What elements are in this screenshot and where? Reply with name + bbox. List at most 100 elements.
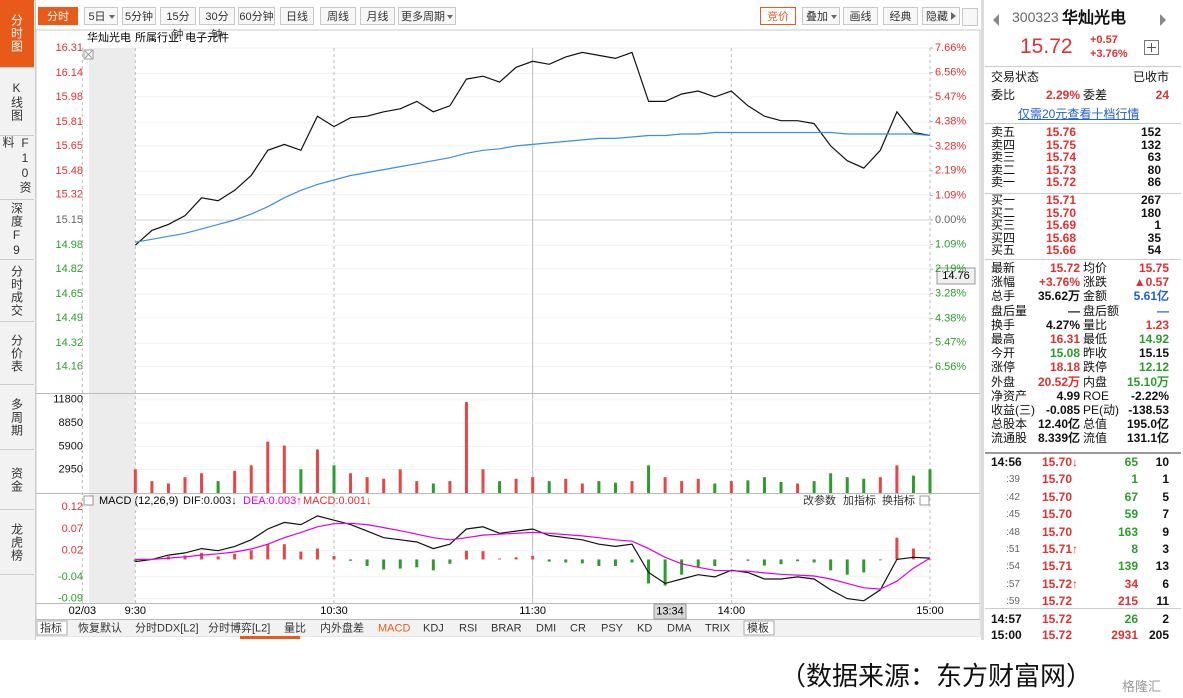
trade-price: 15.72: [1042, 628, 1073, 642]
trade-price: 15.70: [1042, 472, 1073, 487]
bottom-tab[interactable]: 量比: [284, 621, 306, 634]
bottom-tab[interactable]: 恢复默认: [78, 620, 122, 634]
bar: [415, 559, 419, 568]
indicator-button[interactable]: 改参数: [803, 493, 836, 507]
toolbar-button[interactable]: 60分钟: [238, 7, 275, 25]
bottom-tab[interactable]: KDJ: [423, 622, 444, 634]
trade-count: 2: [1162, 612, 1169, 626]
toolbar-button[interactable]: 15分钟: [160, 7, 196, 41]
stat-value: 20.52万: [1037, 374, 1080, 389]
sidebar-tab[interactable]: F10资料: [0, 136, 34, 200]
bottom-tab[interactable]: 分时DDX[L2]: [135, 621, 199, 634]
bottom-tab[interactable]: MACD: [378, 622, 410, 634]
bar: [133, 469, 137, 493]
bottom-tab[interactable]: PSY: [601, 622, 624, 634]
sidebar-tab[interactable]: 分价表: [0, 322, 34, 385]
toolbar-button[interactable]: 叠加: [802, 7, 840, 25]
trade-time: :57: [1006, 578, 1020, 590]
bottom-tab[interactable]: KD: [637, 622, 652, 634]
y-tick-label: 14.98: [55, 239, 83, 251]
bar: [282, 445, 286, 493]
stat-value: 195.0亿: [1126, 417, 1169, 432]
toolbar-button[interactable]: 月线: [360, 7, 395, 25]
bottom-tab[interactable]: 模板: [747, 620, 769, 634]
bottom-tab[interactable]: RSI: [459, 622, 477, 634]
bottom-tab[interactable]: DMI: [536, 622, 556, 634]
indicator-button[interactable]: 加指标: [843, 493, 876, 507]
book-volume: 86: [1147, 175, 1161, 189]
bar: [183, 555, 187, 560]
toolbar-button[interactable]: 竞价: [760, 7, 796, 25]
toolbar-button[interactable]: 画线: [843, 7, 878, 25]
toolbar-button[interactable]: 30分钟: [199, 7, 235, 41]
sidebar-tab[interactable]: 多周期: [0, 385, 34, 450]
bottom-tab[interactable]: BRAR: [491, 622, 522, 634]
toolbar-button[interactable]: 周线: [320, 7, 356, 25]
prev-stock[interactable]: [993, 14, 999, 26]
next-stock[interactable]: [1160, 14, 1166, 26]
bottom-tab[interactable]: 内外盘差: [320, 620, 364, 634]
toolbar-button[interactable]: 经典: [883, 7, 918, 25]
book-price: 15.71: [1046, 193, 1077, 207]
toolbar-button[interactable]: 日线: [280, 7, 314, 25]
toolbar-button[interactable]: 更多周期: [398, 7, 456, 25]
stat-value: 5.61亿: [1133, 289, 1169, 304]
book-label: 卖一: [991, 175, 1016, 189]
stat-label: PE(动): [1083, 403, 1120, 417]
add-watch[interactable]: [1144, 40, 1159, 55]
y2-tick-label: 5.47%: [935, 91, 966, 103]
toolbar-button[interactable]: 隐藏: [922, 7, 960, 25]
toolbar-button[interactable]: 5分钟: [122, 7, 156, 25]
indicator-button[interactable]: 换指标: [882, 493, 915, 507]
bar: [315, 449, 319, 493]
x-tick-label: 14:00: [718, 605, 746, 617]
bottom-tab[interactable]: TRIX: [705, 622, 731, 634]
macd-close[interactable]: [919, 495, 930, 506]
y2-tick-label: 0.00%: [935, 214, 966, 226]
stat-label: 盘后量: [991, 303, 1028, 318]
book-label: 卖四: [991, 137, 1016, 152]
dropdown-arrow: [447, 15, 453, 19]
bar: [729, 481, 733, 493]
book-price: 15.72: [1046, 175, 1077, 189]
y-tick-label: 15.48: [55, 165, 83, 177]
diff-label: 委差: [1083, 88, 1108, 102]
chart-area: 华灿光电 所属行业: 电子元件 MACD (12,26,9) 16.31 16.1…: [35, 29, 981, 639]
bar: [481, 469, 485, 493]
stat-label: 昨收: [1083, 346, 1108, 361]
trade-volume: 34: [1124, 576, 1138, 591]
bottom-tab[interactable]: DMA: [667, 622, 692, 634]
sidebar-tab[interactable]: 龙虎榜: [0, 510, 34, 575]
trade-price: 15.71: [1042, 559, 1073, 574]
bottom-tab[interactable]: 指标: [40, 620, 62, 634]
bar: [613, 482, 617, 493]
sidebar-tab[interactable]: 深度F9: [0, 200, 34, 260]
sidebar-tab-label: K线图: [9, 81, 24, 122]
macd-toggle[interactable]: [83, 495, 94, 506]
bar: [630, 481, 634, 493]
sidebar-tab[interactable]: 资金: [0, 450, 34, 510]
separator: [985, 66, 1181, 67]
book-volume: 180: [1140, 205, 1161, 220]
stat-value: 12.40亿: [1037, 417, 1080, 432]
expand-arrow: [951, 12, 956, 20]
sidebar-tab[interactable]: 分时成交: [0, 260, 34, 322]
sidebar-tab[interactable]: 分时图: [0, 0, 34, 68]
upgrade-link[interactable]: 仅需20元查看十档行情: [1018, 107, 1140, 121]
toolbar-button[interactable]: 5日: [84, 7, 118, 25]
bar: [779, 559, 783, 565]
bottom-tab[interactable]: 分时博弈[L2]: [208, 620, 270, 634]
bar: [315, 548, 319, 560]
book-price: 15.75: [1046, 137, 1077, 152]
stat-value: +3.76%: [1038, 275, 1080, 290]
bottom-tab[interactable]: CR: [570, 622, 586, 634]
close-icon: [84, 50, 93, 59]
trade-price: 15.71↑: [1042, 542, 1079, 556]
fullscreen-button[interactable]: [962, 8, 978, 26]
toolbar-button[interactable]: 分时: [38, 7, 78, 25]
sidebar-tab[interactable]: K线图: [0, 68, 34, 136]
bar: [862, 478, 866, 493]
bar: [282, 544, 286, 560]
y2-tick-label: 5.47%: [935, 337, 966, 349]
book-volume: 152: [1140, 125, 1161, 139]
